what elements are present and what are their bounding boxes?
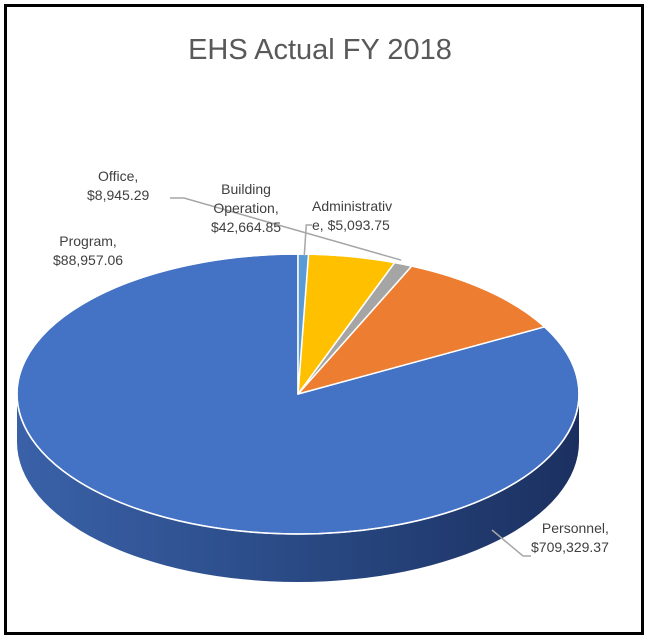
leader-line-personnel	[491, 529, 531, 557]
chart-title: EHS Actual FY 2018	[188, 34, 452, 66]
data-label-building-operation: Building Operation, $42,664.85	[211, 180, 281, 237]
data-label-program-line2: $88,957.06	[53, 252, 124, 268]
data-label-building-line3: $42,664.85	[211, 219, 282, 235]
pie-side-wall	[17, 394, 579, 582]
data-label-program-line1: Program,	[59, 233, 117, 249]
data-label-office-line2: $8,945.29	[87, 187, 150, 203]
data-label-building-line1: Building	[221, 181, 271, 197]
leader-line-administrative	[303, 224, 312, 257]
data-label-building-line2: Operation,	[213, 200, 279, 216]
data-label-personnel-line1: Personnel,	[541, 520, 609, 536]
data-label-administrative-line2: e, $5,093.75	[312, 217, 390, 233]
pie-side-personnel	[17, 394, 579, 582]
pie-top-rim	[16, 253, 580, 535]
leader-line-office	[170, 197, 402, 261]
data-label-personnel-line2: $709,329.37	[531, 539, 609, 555]
data-label-administrative-line1: Administrativ	[312, 198, 393, 214]
data-label-personnel: Personnel, $709,329.37	[531, 519, 609, 557]
data-label-office-line1: Office,	[98, 168, 139, 184]
data-label-office: Office, $8,945.29	[87, 167, 149, 205]
data-label-administrative: Administrativ e, $5,093.75	[312, 197, 392, 235]
data-label-program: Program, $88,957.06	[53, 232, 123, 270]
